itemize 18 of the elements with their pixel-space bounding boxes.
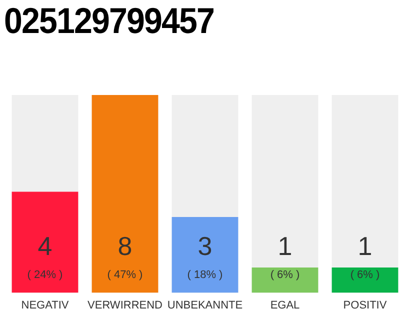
bar	[332, 268, 398, 293]
chart-title: 025129799457	[4, 0, 214, 42]
annotation: 1	[358, 230, 372, 261]
x-tick-label: EGAL	[270, 299, 300, 312]
data-label: ( 6% )	[350, 268, 380, 281]
data-label: ( 6% )	[270, 268, 300, 281]
x-tick-label: UNBEKANNTE	[167, 299, 243, 312]
x-tick-label: POSITIV	[343, 299, 388, 312]
data-label: ( 24% )	[27, 268, 63, 281]
bar	[252, 268, 318, 293]
x-tick-label: NEGATIV	[21, 299, 70, 312]
data-label: ( 18% )	[187, 268, 223, 281]
annotation: 3	[198, 230, 212, 261]
data-label: ( 47% )	[107, 268, 143, 281]
annotation: 1	[278, 230, 292, 261]
x-tick-label: VERWIRREND	[88, 299, 163, 312]
annotation: 8	[118, 230, 132, 261]
annotation: 4	[38, 230, 52, 261]
